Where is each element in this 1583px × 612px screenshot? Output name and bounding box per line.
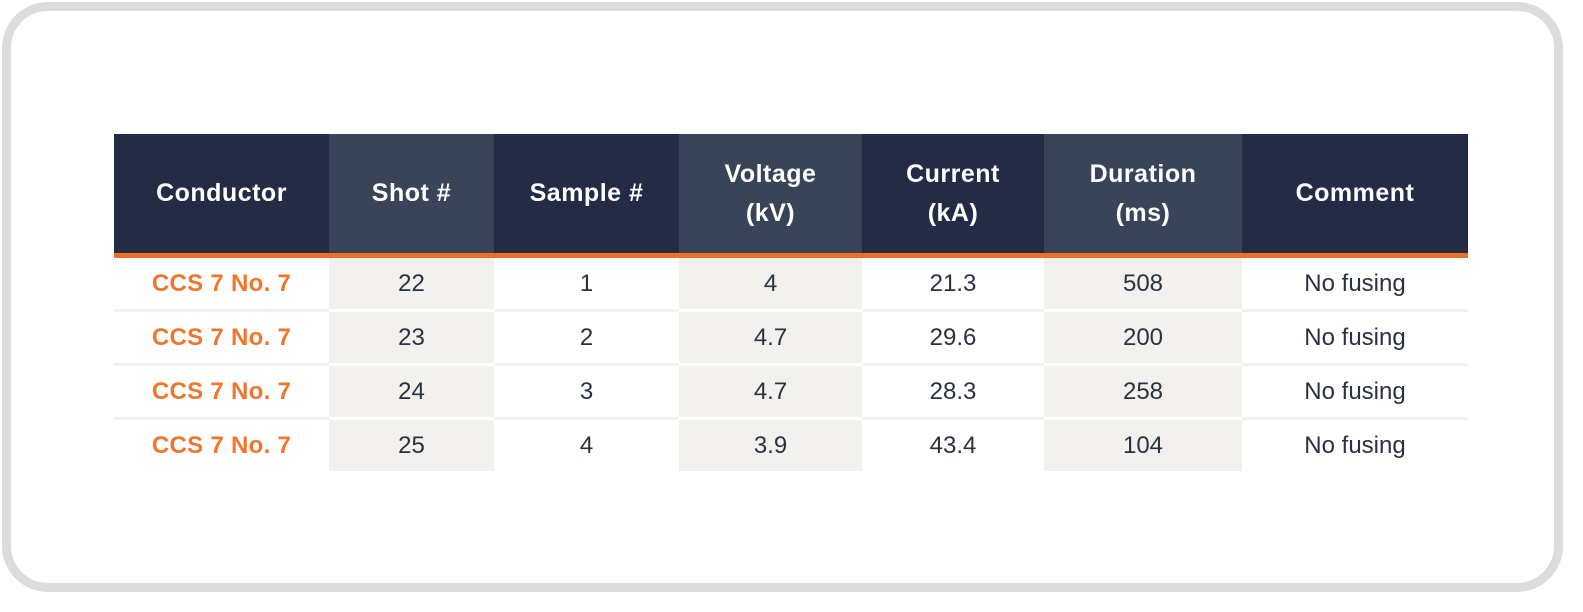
data-cell: 4.7 [679,364,862,420]
data-cell: 22 [329,255,494,312]
table-row: CCS 7 No. 7 24 3 4.7 28.3 258 No fusing [114,364,1468,420]
table-row: CCS 7 No. 7 25 4 3.9 43.4 104 No fusing [114,418,1468,471]
conductor-cell: CCS 7 No. 7 [114,255,329,312]
conductor-cell: CCS 7 No. 7 [114,310,329,366]
column-header-voltage: Voltage (kV) [679,134,862,258]
column-header-shot: Shot # [329,134,494,258]
data-cell: No fusing [1242,310,1468,366]
data-cell: 24 [329,364,494,420]
table-row: CCS 7 No. 7 23 2 4.7 29.6 200 No fusing [114,310,1468,366]
table-container: Conductor Shot # Sample # Voltage (kV) Curre… [114,134,1468,471]
card: Conductor Shot # Sample # Voltage (kV) Curre… [2,2,1563,592]
data-cell: No fusing [1242,255,1468,312]
data-cell: 21.3 [862,255,1044,312]
data-cell: 43.4 [862,418,1044,471]
data-cell: 4.7 [679,310,862,366]
data-cell: 1 [494,255,679,312]
data-cell: 200 [1044,310,1242,366]
data-cell: 3 [494,364,679,420]
table-row: CCS 7 No. 7 22 1 4 21.3 508 No fusing [114,255,1468,312]
data-cell: 4 [494,418,679,471]
header-row: Conductor Shot # Sample # Voltage (kV) Curre… [114,134,1468,258]
data-cell: 2 [494,310,679,366]
data-cell: 25 [329,418,494,471]
data-cell: 23 [329,310,494,366]
data-cell: 4 [679,255,862,312]
data-cell: 508 [1044,255,1242,312]
data-cell: 29.6 [862,310,1044,366]
data-cell: 258 [1044,364,1242,420]
column-header-duration: Duration (ms) [1044,134,1242,258]
data-cell: 28.3 [862,364,1044,420]
column-header-conductor: Conductor [114,134,329,258]
data-cell: 104 [1044,418,1242,471]
data-cell: No fusing [1242,364,1468,420]
conductor-cell: CCS 7 No. 7 [114,364,329,420]
data-cell: No fusing [1242,418,1468,471]
column-header-sample: Sample # [494,134,679,258]
conductor-cell: CCS 7 No. 7 [114,418,329,471]
data-cell: 3.9 [679,418,862,471]
data-table: Conductor Shot # Sample # Voltage (kV) Curre… [114,134,1468,471]
column-header-current: Current (kA) [862,134,1044,258]
column-header-comment: Comment [1242,134,1468,258]
